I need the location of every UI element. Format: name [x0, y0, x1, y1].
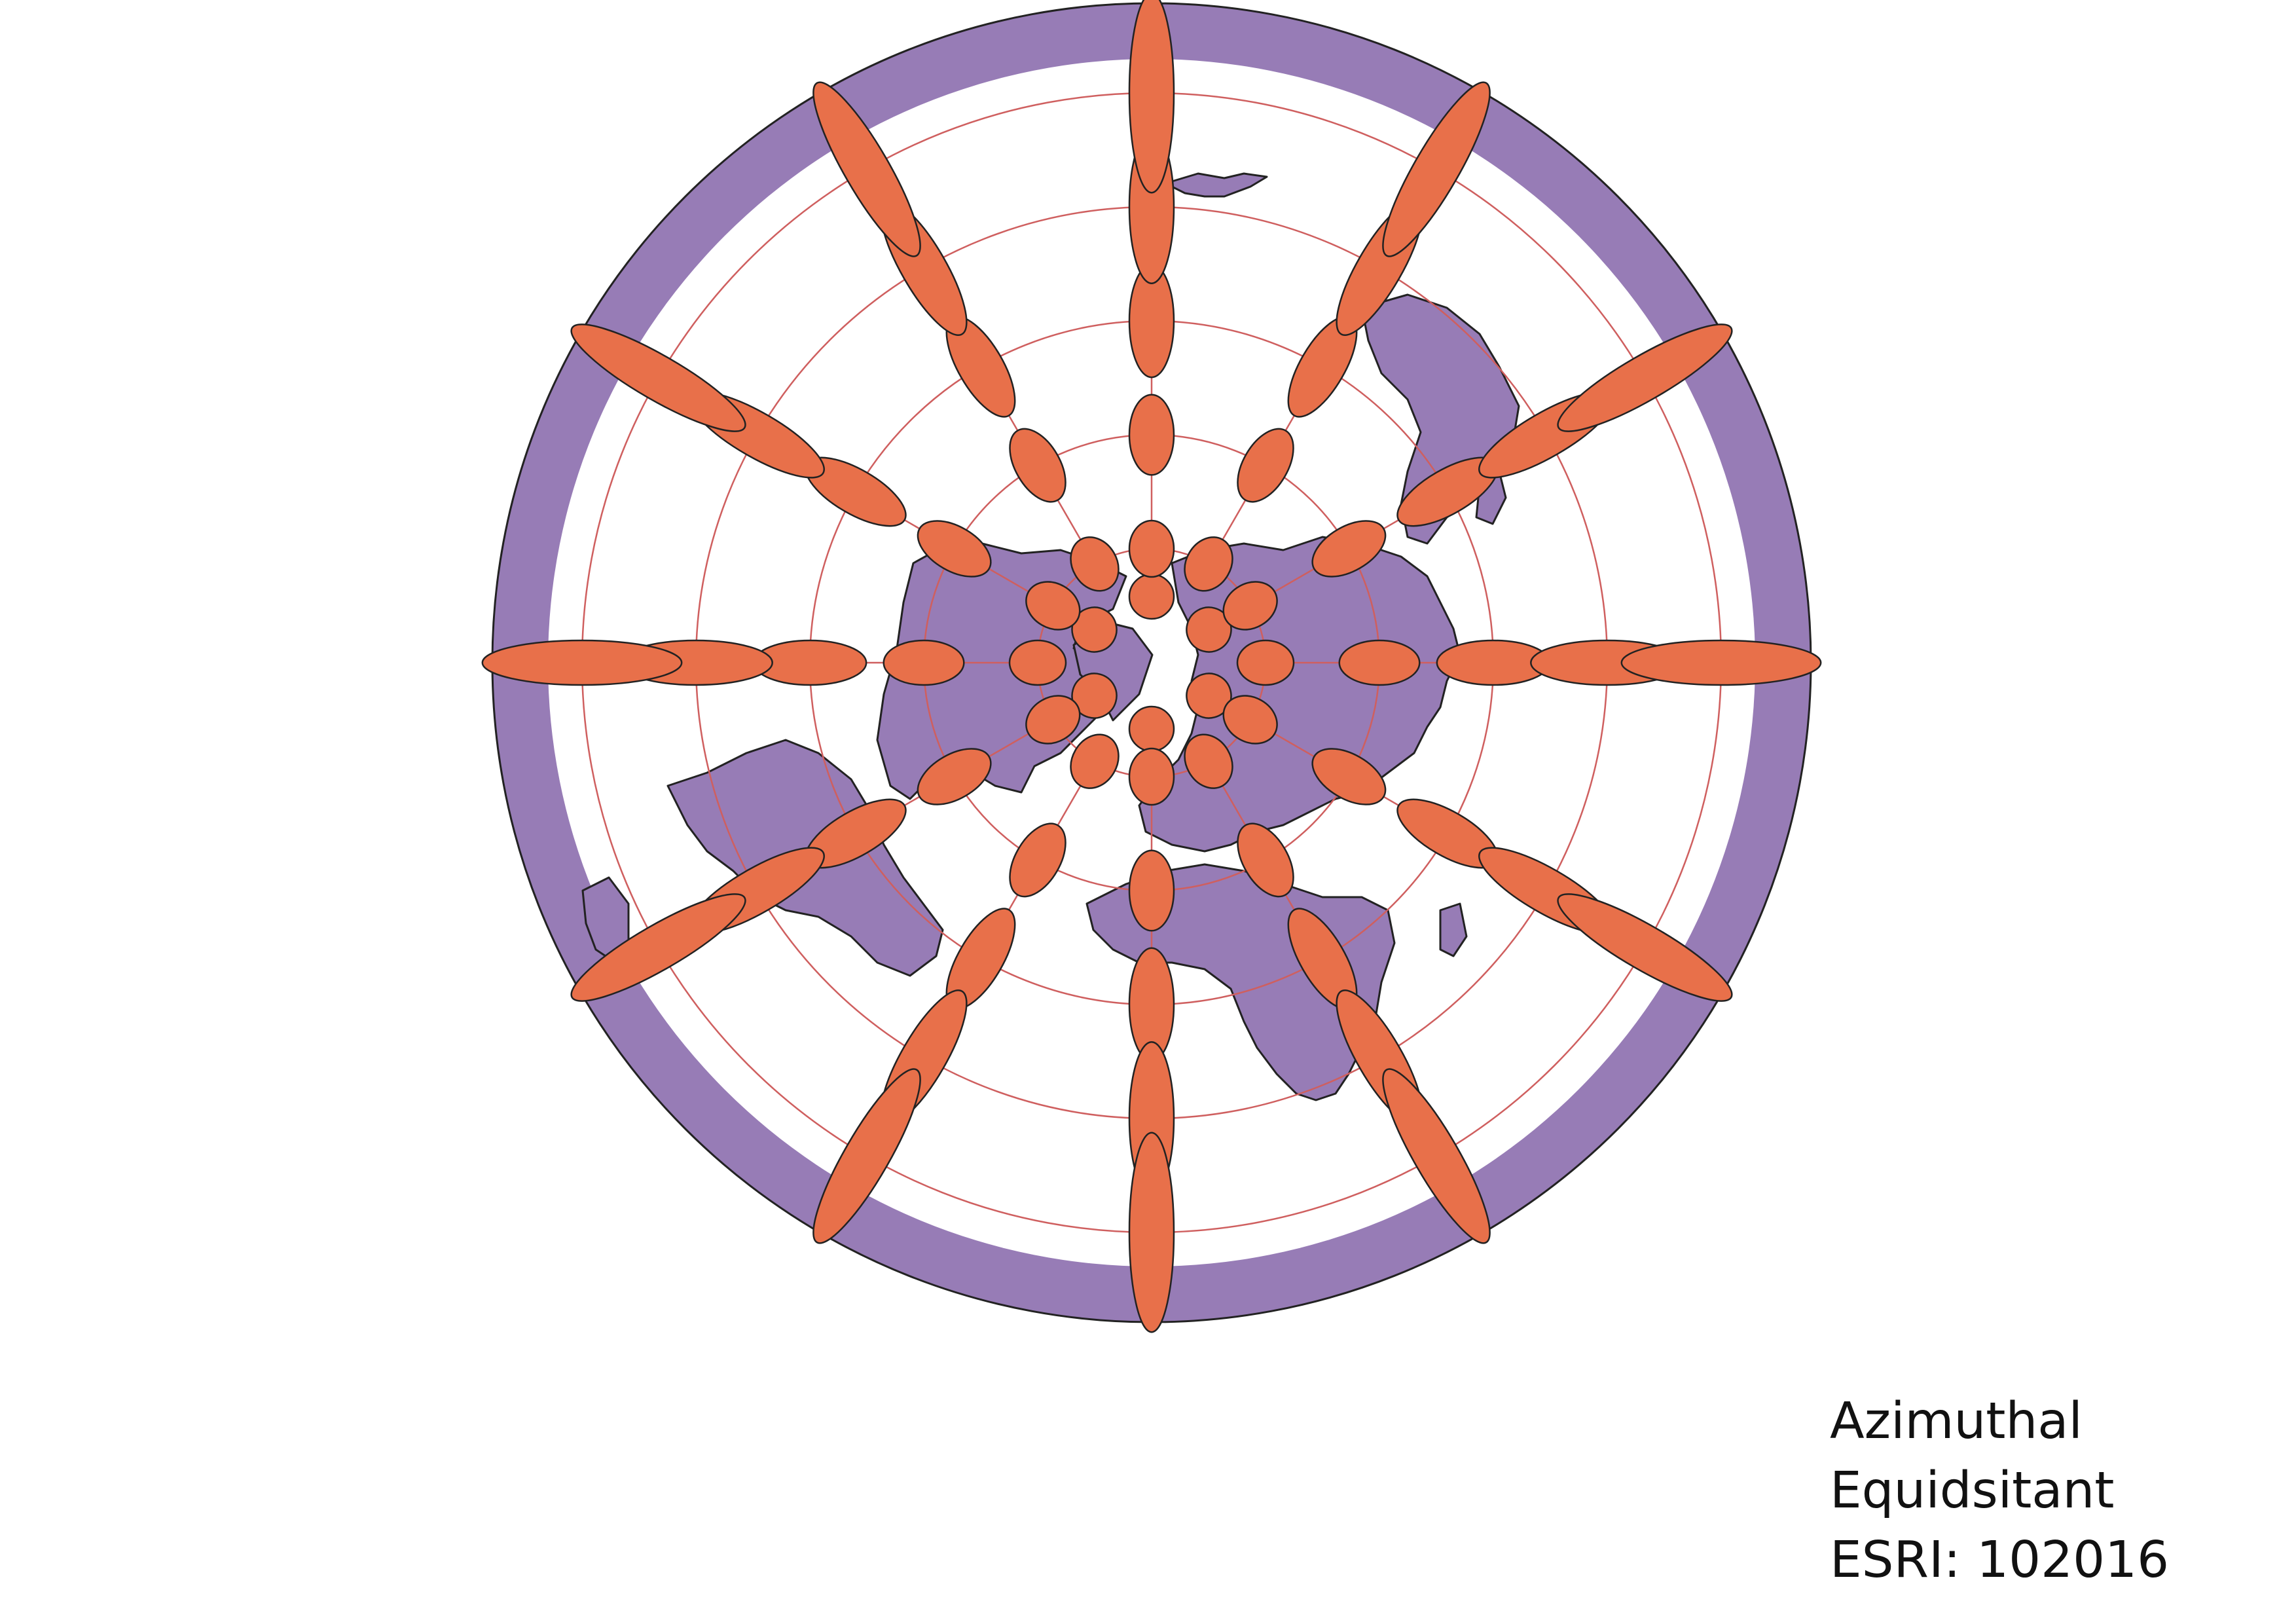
tissot-ellipse [1128, 849, 1175, 932]
tissot-ellipse [1338, 639, 1421, 686]
tissot-ellipse [570, 323, 746, 432]
tissot-ellipse [1128, 1132, 1175, 1333]
tissot-ellipse [481, 639, 683, 686]
tissot-ellipse [1557, 323, 1733, 432]
tissot-ellipse [1620, 639, 1822, 686]
tissot-ellipse [1557, 893, 1733, 1002]
tissot-ellipse [1128, 394, 1175, 476]
tissot-ellipse [1237, 822, 1294, 898]
tissot-ellipse [1025, 695, 1081, 745]
madagascar-island [1439, 902, 1468, 957]
map-caption: Azimuthal Equidsitant ESRI: 102016 [1830, 1387, 2169, 1595]
projection-name-line2: Equidsitant [1830, 1462, 2115, 1520]
tissot-ellipse [1070, 733, 1120, 789]
tissot-ellipse [917, 748, 992, 805]
tissot-ellipse [1311, 748, 1387, 805]
tissot-ellipse [1382, 1068, 1491, 1244]
tissot-indicatrices [481, 0, 1822, 1333]
tissot-ellipse [1382, 81, 1491, 257]
tissot-ellipse [883, 639, 965, 686]
arctic-island [1164, 172, 1268, 198]
projection-code: ESRI: 102016 [1830, 1531, 2170, 1589]
tissot-ellipse [1184, 733, 1233, 789]
tissot-ellipse [1128, 0, 1175, 194]
tissot-ellipse [1009, 428, 1066, 503]
tissot-ellipse [1025, 581, 1081, 631]
tissot-ellipse [1222, 581, 1278, 631]
tissot-ellipse [1008, 639, 1067, 686]
tissot-ellipse [1128, 747, 1175, 806]
tissot-ellipse [1237, 428, 1294, 503]
tissot-ellipse [1128, 705, 1175, 752]
tissot-ellipse [1070, 536, 1120, 592]
tissot-ellipse [570, 893, 746, 1002]
tissot-ellipse [1311, 520, 1387, 578]
tissot-ellipse [1128, 573, 1175, 620]
tissot-ellipse [812, 1068, 921, 1244]
tissot-ellipse [1184, 536, 1233, 592]
projection-name-line1: Azimuthal [1830, 1392, 2083, 1450]
tissot-ellipse [917, 520, 992, 578]
tissot-ellipse [1128, 519, 1175, 578]
tissot-ellipse [1236, 639, 1295, 686]
tissot-ellipse [1222, 695, 1278, 745]
tissot-ellipse [812, 81, 921, 257]
tissot-ellipse [1009, 822, 1066, 898]
